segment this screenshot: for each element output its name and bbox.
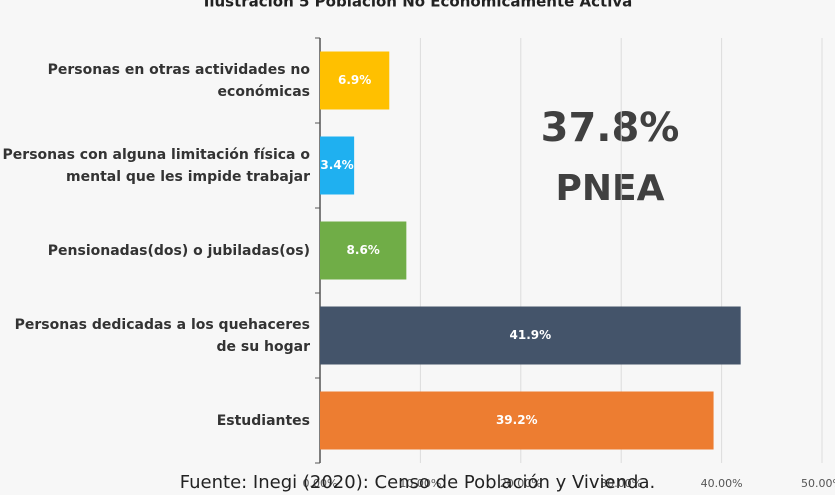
x-tick-label: 10.00%: [399, 477, 441, 490]
x-tick-label: 50.00%: [801, 477, 835, 490]
x-tick-label: 30.00%: [600, 477, 642, 490]
bar: [320, 136, 355, 195]
x-tick-label: 40.00%: [701, 477, 743, 490]
y-tick-label: Personas con alguna limitación física o …: [2, 146, 310, 185]
y-tick-label: Personas en otras actividades no económi…: [47, 61, 310, 100]
chart-title: Ilustración 5 Población No Económicament…: [204, 0, 633, 11]
bar: [320, 51, 390, 110]
data-label: 41.9%: [510, 328, 552, 342]
y-tick-label: Pensionadas(dos) o jubiladas(os): [47, 242, 310, 259]
annotation: PNEA: [556, 168, 665, 209]
x-tick-label: 20.00%: [500, 477, 542, 490]
data-label: 6.9%: [338, 73, 371, 87]
y-tick-label: Personas dedicadas a los quehaceres de s…: [14, 316, 310, 355]
data-label: 3.4%: [320, 158, 353, 172]
x-tick-label: 0.00%: [303, 477, 338, 490]
bar: [320, 221, 407, 280]
annotation: 37.8%: [541, 105, 680, 151]
y-tick-label: Estudiantes: [216, 412, 310, 429]
data-label: 39.2%: [496, 413, 538, 427]
source-note: Fuente: Inegi (2020): Censo de Población…: [179, 472, 656, 493]
bar: [320, 306, 741, 365]
data-label: 8.6%: [347, 243, 380, 257]
bar: [320, 391, 714, 450]
